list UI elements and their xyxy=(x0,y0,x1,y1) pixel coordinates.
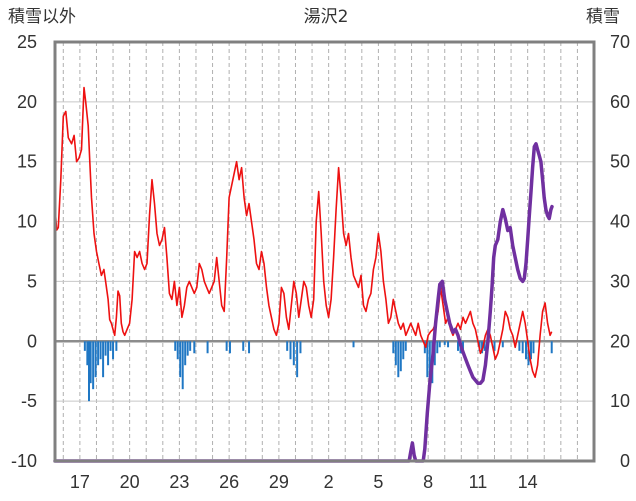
right-tick-label: 20 xyxy=(610,331,630,351)
precip-bar xyxy=(83,341,86,351)
precip-bar xyxy=(404,341,407,351)
precip-bar xyxy=(296,341,299,378)
precip-bar xyxy=(529,341,532,360)
right-tick-label: 10 xyxy=(610,391,630,411)
x-tick-label: 5 xyxy=(373,472,383,492)
precip-bar xyxy=(352,341,355,348)
precip-bar xyxy=(527,341,530,366)
precip-bar xyxy=(447,341,450,348)
precip-bar xyxy=(532,341,535,354)
precip-bar xyxy=(179,341,182,378)
chart-title: 湯沢2 xyxy=(304,7,349,27)
right-tick-label: 60 xyxy=(610,92,630,112)
x-tick-label: 2 xyxy=(324,472,334,492)
left-axis-label: 積雪以外 xyxy=(8,7,76,27)
precip-bar xyxy=(392,341,395,354)
precip-bar xyxy=(176,341,179,360)
precip-bar xyxy=(104,341,107,356)
precip-bar xyxy=(186,341,189,356)
temperature-line xyxy=(54,86,553,378)
precip-bar xyxy=(426,341,429,378)
right-tick-label: 30 xyxy=(610,271,630,291)
x-axis-ticks: 17 20 23 26 29 2 5 8 11 14 xyxy=(70,472,538,492)
precip-bar xyxy=(181,341,184,390)
right-tick-label: 70 xyxy=(610,32,630,52)
precip-bar xyxy=(394,341,397,366)
precip-bar xyxy=(115,341,118,351)
precip-bar xyxy=(428,341,431,390)
precip-bar xyxy=(189,341,192,351)
left-tick-label: 20 xyxy=(17,92,37,112)
x-tick-label: 26 xyxy=(219,472,239,492)
precip-bar xyxy=(248,341,251,354)
left-axis-ticks: 25 20 15 10 5 0 -5 -10 xyxy=(11,32,37,471)
precip-bar xyxy=(228,341,231,354)
precip-bar xyxy=(521,341,524,354)
left-tick-label: -5 xyxy=(21,391,37,411)
left-tick-label: 0 xyxy=(27,331,37,351)
plot-frame xyxy=(53,40,596,463)
precip-bar xyxy=(88,341,90,402)
precip-bar xyxy=(99,341,102,360)
precip-bar xyxy=(436,341,439,354)
left-tick-label: 10 xyxy=(17,212,37,232)
precip-bar xyxy=(397,341,400,378)
precip-bar xyxy=(193,341,196,354)
precip-bar xyxy=(102,341,105,378)
precip-bar xyxy=(174,341,177,351)
precip-bar xyxy=(438,341,441,348)
x-tick-label: 20 xyxy=(120,472,140,492)
x-tick-label: 8 xyxy=(423,472,433,492)
left-tick-label: 5 xyxy=(27,271,37,291)
snow-depth-line xyxy=(53,142,554,463)
precip-bar xyxy=(206,341,209,354)
left-tick-label: 15 xyxy=(17,152,37,172)
precip-bar xyxy=(184,341,187,366)
precip-bar xyxy=(286,341,289,351)
x-tick-label: 23 xyxy=(169,472,189,492)
precip-bar xyxy=(94,341,97,378)
left-tick-label: 25 xyxy=(17,32,37,52)
precip-bar xyxy=(112,341,115,360)
precip-bar xyxy=(457,341,460,351)
x-tick-label: 14 xyxy=(518,472,538,492)
precip-bar xyxy=(483,341,486,351)
precip-bar xyxy=(225,341,228,351)
precip-bar xyxy=(399,341,402,372)
precip-bar xyxy=(525,341,527,360)
right-tick-label: 40 xyxy=(610,212,630,232)
precip-bar xyxy=(97,341,100,366)
right-axis-label: 積雪 xyxy=(586,7,620,27)
precip-bar xyxy=(92,341,95,390)
right-tick-label: 50 xyxy=(610,152,630,172)
precip-bar xyxy=(86,341,89,366)
right-tick-label: 0 xyxy=(620,451,630,471)
precip-bar xyxy=(443,341,446,345)
precip-bar xyxy=(89,341,92,384)
x-tick-label: 17 xyxy=(70,472,90,492)
precip-bar xyxy=(289,341,292,360)
precip-bar xyxy=(292,341,295,366)
precip-bar xyxy=(109,341,112,351)
precip-bar xyxy=(299,341,302,354)
precip-bar xyxy=(461,341,464,350)
precip-bar xyxy=(501,341,504,348)
precip-bar xyxy=(550,341,553,354)
precip-bar xyxy=(493,341,496,351)
left-tick-label: -10 xyxy=(11,451,37,471)
right-axis-ticks: 70 60 50 40 30 20 10 0 xyxy=(610,32,630,471)
precip-bar xyxy=(402,341,405,360)
precip-bar xyxy=(107,341,110,366)
x-tick-label: 29 xyxy=(269,472,289,492)
x-tick-label: 11 xyxy=(469,472,488,492)
precip-bar xyxy=(242,341,245,351)
horizontal-gridlines xyxy=(55,101,594,402)
precip-bar xyxy=(518,341,521,351)
